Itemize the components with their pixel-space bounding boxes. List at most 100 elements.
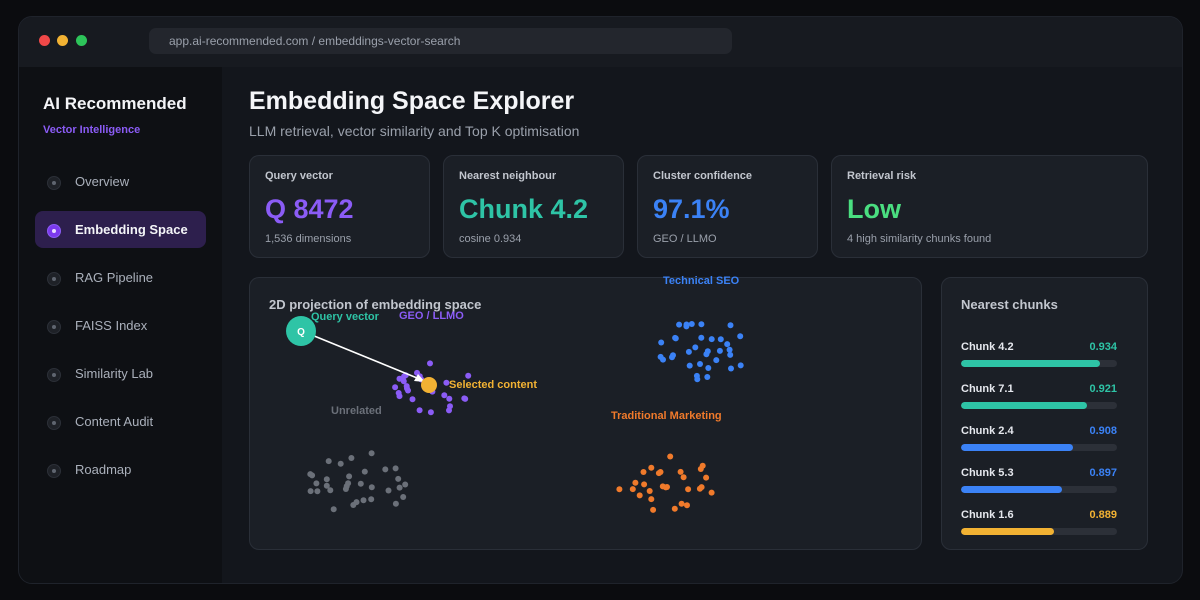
unrelated-cluster-point	[348, 455, 355, 461]
close-window-button[interactable]	[39, 35, 50, 46]
unrelated-cluster-point	[314, 488, 321, 495]
unrelated-cluster-point	[353, 499, 360, 506]
unrelated-cluster-point	[307, 471, 314, 478]
unrelated-cluster-point	[368, 496, 375, 503]
stat-label: Query vector	[265, 170, 333, 182]
geo-cluster-point	[427, 360, 433, 367]
chunk-score: 0.897	[1089, 467, 1117, 479]
sidebar-item-label: FAISS Index	[75, 318, 148, 333]
sidebar-item-similarity-lab[interactable]: Similarity Lab	[35, 355, 206, 392]
nav-bullet-icon	[47, 416, 61, 430]
unrelated-cluster-point	[368, 450, 375, 457]
arrowhead-icon	[414, 374, 425, 382]
unrelated-cluster-point	[323, 482, 330, 489]
unrelated-cluster-point	[323, 476, 330, 483]
sidebar-item-content-audit[interactable]: Content Audit	[35, 403, 206, 440]
technical-seo-cluster-point	[713, 357, 720, 364]
projection-plot[interactable]: Q	[250, 278, 923, 551]
page-title: Embedding Space Explorer	[249, 87, 575, 115]
similarity-bar-track	[961, 486, 1117, 493]
similarity-bar-fill	[961, 528, 1054, 535]
query-marker-letter: Q	[297, 327, 305, 338]
geo-cluster-point	[446, 395, 453, 402]
marketing-cluster-point	[703, 474, 710, 481]
list-item[interactable]: Chunk 2.4 0.908	[961, 425, 1117, 457]
technical-seo-cluster-point	[698, 321, 705, 328]
query-vector-point[interactable]	[286, 316, 316, 346]
sidebar-item-roadmap[interactable]: Roadmap	[35, 451, 206, 488]
sidebar-item-faiss-index[interactable]: FAISS Index	[35, 307, 206, 344]
chunk-score: 0.921	[1089, 383, 1117, 395]
marketing-cluster-point	[667, 453, 674, 460]
unrelated-cluster-point	[313, 480, 320, 487]
marketing-cluster-point	[636, 492, 643, 499]
marketing-cluster-point	[659, 483, 666, 490]
technical-seo-cluster-point	[726, 346, 733, 353]
stat-value: Q 8472	[265, 194, 354, 224]
nearest-chunks-panel: Nearest chunks Chunk 4.2 0.934 Chunk 7.1…	[941, 277, 1148, 550]
sidebar-item-overview[interactable]: Overview	[35, 163, 206, 200]
geo-cluster-point	[409, 396, 416, 403]
chunk-name: Chunk 2.4	[961, 425, 1014, 437]
sidebar-item-label: Content Audit	[75, 414, 154, 429]
marketing-cluster-point	[646, 488, 653, 494]
unrelated-cluster-point	[385, 487, 392, 494]
geo-cluster-point	[392, 384, 399, 391]
technical-seo-cluster-point	[704, 374, 711, 380]
sidebar-item-label: RAG Pipeline	[75, 270, 154, 285]
app-window: app.ai-recommended.com / embeddings-vect…	[18, 16, 1183, 584]
sidebar-item-label: Similarity Lab	[75, 366, 154, 381]
maximize-window-button[interactable]	[76, 35, 87, 46]
marketing-cluster-point	[680, 474, 687, 481]
unrelated-cluster-point	[392, 500, 399, 507]
sidebar: AI Recommended Vector Intelligence Overv…	[19, 67, 222, 583]
unrelated-cluster-point	[361, 468, 368, 475]
unrelated-cluster-point	[392, 465, 399, 472]
geo-cluster-point	[396, 393, 403, 400]
marketing-cluster-point	[671, 505, 678, 512]
selected-content-point[interactable]	[421, 377, 437, 393]
marketing-cluster-point	[648, 496, 655, 503]
list-item[interactable]: Chunk 7.1 0.921	[961, 383, 1117, 415]
chunk-name: Chunk 1.6	[961, 509, 1014, 521]
geo-cluster-point	[427, 409, 434, 416]
stat-card-query-vector: Query vector Q 8472 1,536 dimensions	[249, 155, 430, 258]
list-item[interactable]: Chunk 1.6 0.889	[961, 509, 1117, 541]
similarity-bar-track	[961, 444, 1117, 451]
marketing-cluster-point	[685, 486, 692, 493]
geo-cluster-point	[441, 392, 448, 399]
technical-seo-cluster-point	[727, 322, 734, 329]
chunk-name: Chunk 7.1	[961, 383, 1014, 395]
technical-seo-cluster-point	[716, 347, 723, 354]
similarity-bar-track	[961, 360, 1117, 367]
similarity-bar-track	[961, 528, 1117, 535]
marketing-cluster-point	[616, 486, 623, 493]
technical-seo-cluster-point	[685, 348, 692, 355]
technical-seo-cluster-point	[670, 352, 676, 359]
geo-cluster-point	[416, 407, 423, 414]
technical-seo-label: Technical SEO	[663, 275, 740, 287]
marketing-cluster-point	[698, 484, 705, 491]
unrelated-cluster-label: Unrelated	[331, 405, 382, 417]
stat-card-retrieval-risk: Retrieval risk Low 4 high similarity chu…	[831, 155, 1148, 258]
stat-subtext: 4 high similarity chunks found	[847, 233, 992, 245]
sidebar-item-embedding-space[interactable]: Embedding Space	[35, 211, 206, 248]
minimize-window-button[interactable]	[57, 35, 68, 46]
projection-title: 2D projection of embedding space	[269, 297, 482, 312]
technical-seo-cluster-point	[724, 341, 731, 348]
brand-title: AI Recommended	[43, 94, 187, 113]
technical-seo-cluster-point	[727, 351, 734, 358]
geo-cluster-point	[400, 378, 407, 385]
marketing-cluster-point	[640, 469, 647, 475]
similarity-bar-fill	[961, 360, 1101, 367]
unrelated-cluster-point	[360, 497, 367, 504]
sidebar-item-rag-pipeline[interactable]: RAG Pipeline	[35, 259, 206, 296]
technical-seo-cluster-point	[672, 334, 679, 341]
list-item[interactable]: Chunk 5.3 0.897	[961, 467, 1117, 499]
address-bar[interactable]: app.ai-recommended.com / embeddings-vect…	[149, 28, 732, 54]
title-bar: app.ai-recommended.com / embeddings-vect…	[19, 17, 1182, 67]
query-vector-label: Query vector	[311, 311, 379, 323]
list-item[interactable]: Chunk 4.2 0.934	[961, 341, 1117, 373]
unrelated-cluster-point	[396, 484, 403, 491]
geo-cluster-point	[447, 403, 453, 410]
